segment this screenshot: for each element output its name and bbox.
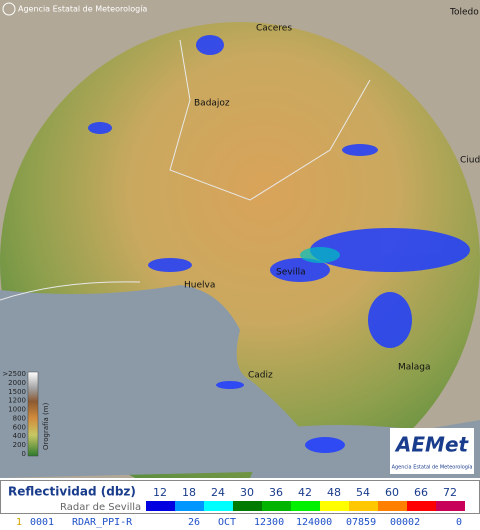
- city-label: Badajoz: [194, 99, 230, 109]
- sea: [0, 285, 330, 478]
- level-label: 60: [385, 486, 399, 499]
- logo: AEMet: [394, 433, 470, 457]
- orography-tick: 800: [13, 414, 26, 422]
- status-field: 1: [16, 517, 22, 528]
- orography-tick: >2500: [2, 370, 26, 378]
- level-swatch: [436, 501, 465, 511]
- city-label: Cadiz: [248, 371, 273, 381]
- copyright: Agencia Estatal de Meteorología: [18, 5, 147, 14]
- level-label: 54: [356, 486, 370, 499]
- orography-title: Orografía (m): [42, 402, 50, 450]
- status-field: RDAR_PPI-R: [72, 517, 133, 528]
- level-label: 18: [182, 486, 196, 499]
- status-field: 26: [188, 517, 200, 528]
- legend-subtitle: Radar de Sevilla: [60, 502, 141, 513]
- city-label: Caceres: [256, 24, 292, 34]
- level-swatch: [233, 501, 262, 511]
- legend-title: Reflectividad (dbz): [8, 485, 136, 499]
- orography-tick: 1200: [8, 397, 26, 405]
- orography-tick: 1000: [8, 406, 26, 414]
- level-swatch: [291, 501, 320, 511]
- status-field: 0: [456, 517, 462, 528]
- level-label: 48: [327, 486, 341, 499]
- level-label: 42: [298, 486, 312, 499]
- level-swatch: [175, 501, 204, 511]
- level-swatch: [407, 501, 436, 511]
- copyright-icon: [2, 2, 16, 16]
- level-label: 30: [240, 486, 254, 499]
- status-field: 07859: [346, 517, 376, 528]
- orography-tick: 2000: [8, 379, 26, 387]
- city-label: Sevilla: [276, 268, 306, 278]
- city-label: Malaga: [398, 363, 431, 373]
- status-field: 00002: [390, 517, 420, 528]
- level-label: 66: [414, 486, 428, 499]
- level-swatch: [146, 501, 175, 511]
- city-label: Ciudad Real: [460, 156, 480, 166]
- city-label: Toledo: [449, 8, 479, 18]
- level-swatch: [349, 501, 378, 511]
- level-label: 72: [443, 486, 457, 499]
- status-field: OCT: [218, 517, 236, 528]
- orography-tick: 200: [13, 441, 26, 449]
- orography-scale: [27, 371, 39, 457]
- level-swatch: [378, 501, 407, 511]
- level-label: 12: [153, 486, 167, 499]
- orography-tick: 1500: [8, 388, 26, 396]
- orography-tick: 0: [22, 450, 26, 458]
- level-swatch: [320, 501, 349, 511]
- orography-tick: 600: [13, 423, 26, 431]
- level-label: 24: [211, 486, 225, 499]
- radar-echoes: [88, 35, 470, 453]
- status-field: 12300: [254, 517, 284, 528]
- orography-tick: 400: [13, 432, 26, 440]
- level-label: 36: [269, 486, 283, 499]
- logo-box: [390, 428, 474, 474]
- level-swatch: [204, 501, 233, 511]
- level-swatch: [262, 501, 291, 511]
- city-label: Huelva: [184, 281, 215, 291]
- status-field: 124000: [296, 517, 332, 528]
- status-field: 0001: [30, 517, 54, 528]
- status-bar: [0, 514, 480, 530]
- logo-subtitle: Agencia Estatal de Meteorología: [392, 464, 473, 471]
